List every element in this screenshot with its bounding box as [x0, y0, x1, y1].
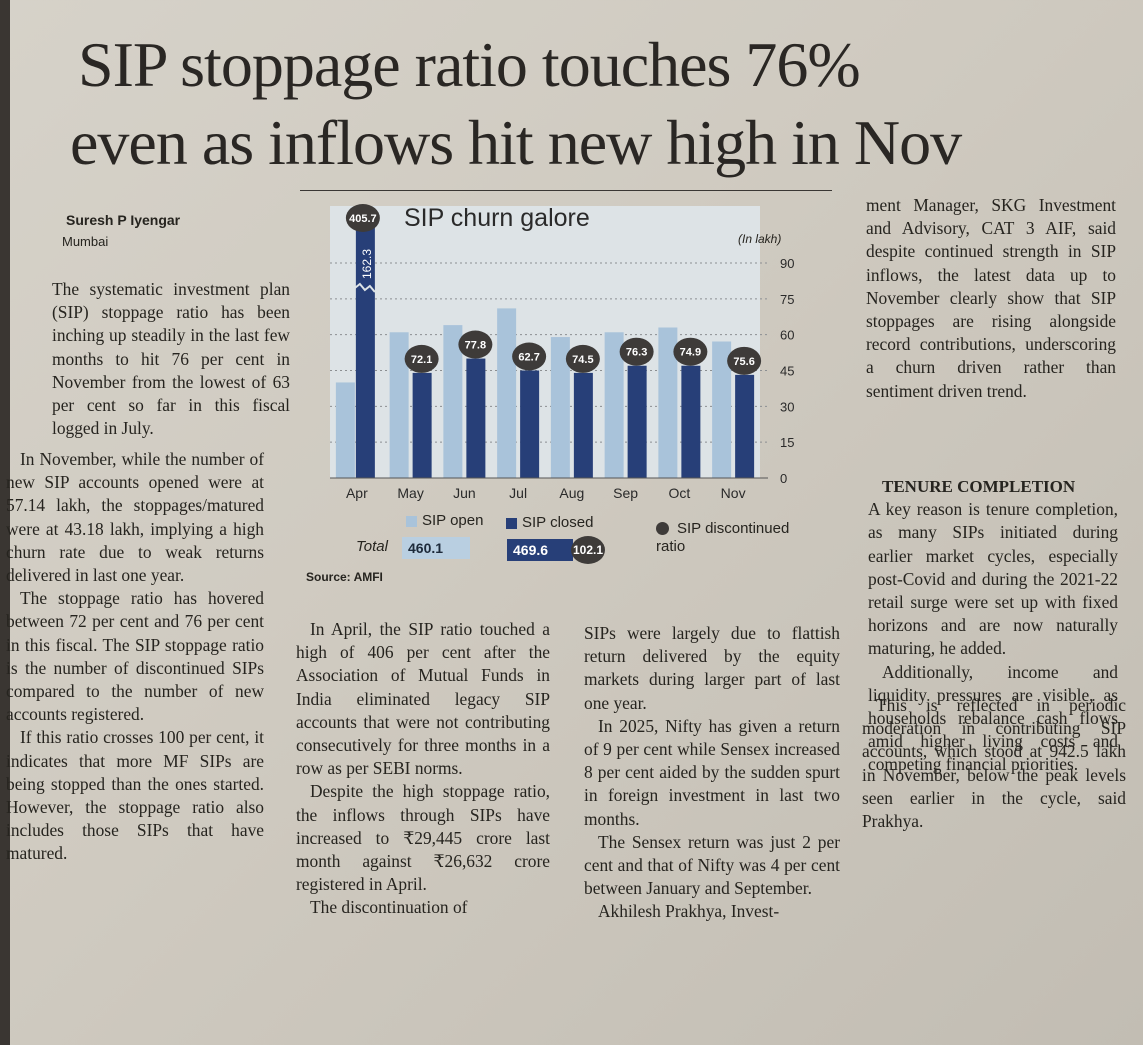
- column-1-top: The systematic investment plan (SIP) sto…: [52, 278, 290, 440]
- paragraph: A key reason is tenure completion, as ma…: [868, 499, 1118, 659]
- ratio-marker-jul: [512, 342, 547, 371]
- headline-line-2: even as inflows hit new high in Nov: [70, 107, 962, 178]
- legend-label-ratio: SIP discontinued ratio: [656, 520, 790, 555]
- ratio-marker-oct: [673, 337, 708, 366]
- ratio-marker-may: [404, 344, 439, 373]
- x-tick-label: Jul: [509, 485, 527, 501]
- ratio-label-apr: 405.7: [349, 213, 377, 225]
- x-tick-label: Oct: [668, 485, 690, 501]
- paragraph: If this ratio crosses 100 per cent, it i…: [6, 727, 264, 864]
- paragraph: Akhilesh Prakhya, Invest-: [598, 901, 780, 922]
- chart-source: Source: AMFI: [306, 570, 383, 584]
- y-tick-label: 60: [780, 328, 794, 343]
- column-4-middle: TENURE COMPLETION A key reason is tenure…: [868, 475, 1118, 777]
- chart-top-rule: [300, 190, 832, 191]
- ratio-label-sep: 76.3: [626, 347, 647, 359]
- x-tick-label: Apr: [346, 485, 368, 501]
- x-tick-label: Sep: [613, 485, 638, 501]
- paragraph: This is reflected in periodic moderation…: [862, 695, 1126, 832]
- ratio-label-jul: 62.7: [518, 352, 539, 364]
- bar-sip-open-aug: [550, 337, 570, 478]
- ratio-label-jun: 77.8: [465, 340, 486, 352]
- legend-sip-open: SIP open: [406, 512, 483, 529]
- ratio-label-aug: 74.5: [572, 354, 593, 366]
- y-tick-label: 75: [780, 292, 794, 307]
- paragraph: SIPs were largely due to flattish return…: [584, 623, 840, 713]
- headline-line-1: SIP stoppage ratio touches 76%: [78, 29, 861, 100]
- chart-svg: 90 75 60 45 30 15 0 162.3 405.7 Apr 72.1 May 77.8 Jun…: [330, 204, 794, 501]
- legend-label-open: SIP open: [422, 512, 484, 529]
- bar-sip-closed-may: [412, 372, 432, 478]
- y-tick-label: 45: [780, 364, 794, 379]
- column-3: SIPs were largely due to flattish return…: [584, 622, 840, 924]
- bar-sip-open-oct: [658, 327, 678, 478]
- ratio-marker-sep: [619, 337, 654, 366]
- byline-place: Mumbai: [62, 234, 109, 249]
- legend-swatch-open: [406, 515, 417, 527]
- paragraph: In November, while the number of new SIP…: [6, 449, 264, 586]
- ratio-label-nov: 75.6: [733, 356, 754, 368]
- page-edge: [0, 0, 10, 1045]
- ratio-label-may: 72.1: [411, 354, 432, 366]
- subheading: TENURE COMPLETION: [882, 477, 1076, 496]
- x-tick-label: Nov: [721, 485, 746, 501]
- y-tick-label: 30: [780, 399, 794, 414]
- bar-sip-open-jun: [443, 325, 463, 478]
- bar-sip-closed-sep: [627, 365, 647, 478]
- bar-sip-open-jul: [497, 308, 517, 478]
- bar-value-label-apr: 162.3: [360, 249, 374, 279]
- ratio-marker-jun: [458, 330, 493, 359]
- byline-author: Suresh P Iyengar: [66, 212, 181, 228]
- bar-sip-open-nov: [712, 341, 732, 478]
- paragraph: Despite the high stoppage ratio, the inf…: [296, 781, 550, 895]
- x-tick-label: Aug: [559, 485, 584, 501]
- ratio-label-oct: 74.9: [680, 347, 701, 359]
- paragraph: The stoppage ratio has hovered between 7…: [6, 588, 264, 725]
- paragraph: The Sensex return was just 2 per cent an…: [584, 831, 840, 899]
- bar-sip-open-may: [389, 332, 409, 478]
- x-tick-label: May: [397, 485, 423, 501]
- bar-sip-open-sep: [604, 332, 624, 478]
- y-tick-label: 90: [780, 256, 794, 271]
- bar-sip-closed-aug: [573, 372, 593, 478]
- ratio-marker-apr: [345, 204, 380, 232]
- legend-ratio: SIP discontinued ratio: [656, 520, 806, 556]
- paragraph: The systematic investment plan (SIP) sto…: [52, 279, 290, 439]
- paragraph: In April, the SIP ratio touched a high o…: [296, 619, 550, 779]
- chart-title: SIP churn galore: [404, 204, 590, 232]
- axis-break-mark: [354, 282, 376, 293]
- y-tick-label: 0: [780, 471, 787, 486]
- paragraph: Additionally, income and liquidity press…: [868, 661, 1118, 775]
- paragraph: In 2025, Nifty has given a return of 9 p…: [584, 715, 840, 829]
- legend-label-closed: SIP closed: [522, 514, 594, 531]
- legend-swatch-ratio: [656, 522, 669, 535]
- total-ratio: 102.1: [571, 536, 605, 564]
- totals-label: Total: [356, 538, 388, 555]
- bar-sip-closed-jun: [466, 358, 486, 478]
- ratio-marker-nov: [727, 346, 762, 375]
- column-1: In November, while the number of new SIP…: [6, 448, 264, 866]
- column-4-bottom: This is reflected in periodic moderation…: [862, 694, 1126, 833]
- legend-sip-closed: SIP closed: [506, 514, 593, 531]
- y-tick-label: 15: [780, 435, 794, 450]
- bar-sip-closed-jul: [520, 370, 540, 478]
- x-tick-label: Jun: [453, 485, 476, 501]
- chart-unit-label: (In lakh): [738, 232, 782, 246]
- bar-sip-closed-nov: [735, 374, 755, 478]
- bar-sip-open-apr: [335, 382, 355, 478]
- total-sip-open: 460.1: [402, 537, 470, 559]
- ratio-marker-aug: [565, 344, 600, 373]
- paragraph: The discontinuation of: [310, 897, 468, 918]
- paragraph: ment Manager, SKG Investment and Advisor…: [866, 195, 1116, 401]
- column-4-top: ment Manager, SKG Investment and Advisor…: [866, 194, 1116, 403]
- total-sip-closed: 469.6: [507, 539, 573, 561]
- bar-sip-closed-oct: [681, 365, 701, 478]
- legend-swatch-closed: [506, 517, 517, 529]
- column-2: In April, the SIP ratio touched a high o…: [296, 618, 550, 920]
